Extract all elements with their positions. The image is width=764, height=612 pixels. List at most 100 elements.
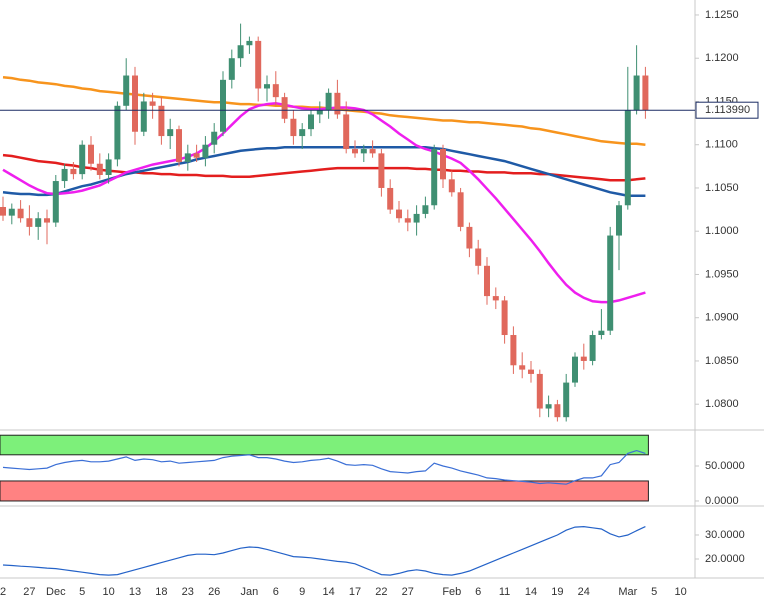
x-tick-label: 27	[402, 586, 414, 598]
candle-body	[88, 144, 94, 164]
y-tick-label: 1.1000	[705, 225, 739, 237]
candle-body	[484, 265, 490, 297]
candle-body	[343, 114, 350, 150]
candle-body	[264, 84, 270, 89]
x-tick-label: Mar	[618, 586, 637, 598]
candle-body	[519, 365, 526, 370]
candle-body	[299, 129, 306, 137]
x-tick-label: 6	[475, 586, 481, 598]
candle-body	[0, 206, 6, 216]
indicator-line	[2, 101, 646, 304]
x-tick-label: 10	[102, 586, 114, 598]
candle-body	[193, 153, 200, 158]
candle-body	[475, 248, 482, 266]
y-tick-label: 1.0850	[705, 355, 739, 367]
candle-body	[396, 209, 402, 219]
candle-body	[140, 101, 147, 132]
candle-body	[431, 149, 438, 206]
candle-body	[334, 92, 341, 115]
candle-body	[633, 75, 640, 111]
indicator-line	[2, 449, 646, 485]
y-tick-label: 20.0000	[705, 553, 745, 565]
x-tick-label: Jan	[241, 586, 259, 598]
x-tick-label: 11	[499, 586, 510, 598]
candle-body	[624, 110, 631, 206]
candle-body	[369, 149, 376, 154]
x-tick-label: 13	[129, 586, 141, 598]
candle-body	[325, 92, 332, 111]
candle-body	[466, 226, 473, 249]
y-tick-label: 1.0950	[705, 268, 739, 280]
candle-body	[176, 129, 182, 163]
x-tick-label: 14	[322, 586, 334, 598]
x-tick-label: 14	[525, 586, 537, 598]
candle-body	[272, 84, 279, 98]
candle-body	[255, 40, 262, 89]
candle-body	[404, 218, 411, 223]
candle-body	[202, 144, 209, 158]
candle-body	[26, 218, 33, 227]
y-tick-label: 1.0800	[705, 398, 739, 410]
candle-body	[132, 75, 138, 132]
candle-body	[563, 382, 570, 418]
candle-body	[589, 335, 596, 361]
band	[0, 480, 649, 502]
candle-body	[290, 118, 297, 137]
x-tick-label: 22	[375, 586, 387, 598]
x-tick-label: 5	[79, 586, 85, 598]
candle-body	[281, 97, 288, 119]
candle-body	[457, 192, 464, 227]
indicator-line	[2, 525, 646, 576]
y-tick-label: 1.1250	[705, 9, 739, 21]
candle-body	[61, 168, 68, 182]
candle-body	[448, 179, 455, 193]
candle-body	[572, 356, 578, 383]
x-tick-label: Dec	[46, 586, 66, 598]
candle-body	[387, 187, 394, 210]
candle-body	[598, 330, 605, 336]
candle-body	[528, 369, 534, 374]
candle-body	[184, 153, 191, 163]
y-tick-label: 1.1200	[705, 52, 739, 64]
band	[0, 434, 649, 456]
candle-body	[35, 218, 42, 227]
x-tick-label: 6	[273, 586, 279, 598]
x-tick-label: 24	[578, 586, 590, 598]
candle-body	[440, 149, 446, 180]
candle-body	[158, 105, 165, 137]
x-tick-label: 9	[299, 586, 305, 598]
candle-body	[237, 45, 244, 59]
candle-body	[167, 129, 174, 137]
candle-body	[642, 75, 649, 111]
x-tick-label: 26	[208, 586, 220, 598]
candle-body	[220, 79, 226, 132]
candle-body	[308, 114, 314, 130]
y-tick-label: 30.0000	[705, 529, 745, 541]
y-tick-label: 50.0000	[705, 460, 745, 472]
candle-body	[422, 205, 429, 214]
x-tick-label: 17	[349, 586, 361, 598]
candle-body	[378, 153, 385, 188]
current-price-label: 1.113990	[705, 104, 750, 116]
candle-body	[501, 300, 508, 336]
candle-body	[105, 159, 112, 175]
y-tick-label: 1.0900	[705, 312, 739, 324]
candle-body	[352, 149, 358, 154]
candle-body	[123, 75, 130, 106]
y-tick-label: 0.0000	[705, 495, 739, 507]
candle-body	[607, 235, 614, 331]
y-tick-label: 1.1050	[705, 182, 739, 194]
candle-body	[616, 205, 622, 236]
candle-body	[580, 356, 587, 361]
candle-body	[70, 168, 77, 175]
y-tick-label: 1.1100	[705, 139, 738, 151]
candle-body	[8, 208, 15, 216]
candle-body	[211, 131, 218, 145]
indicator-line	[2, 146, 646, 197]
x-tick-label: 19	[551, 586, 563, 598]
x-tick-label: 10	[674, 586, 686, 598]
candle-body	[114, 105, 121, 160]
candle-body	[44, 218, 50, 223]
x-tick-label: 18	[155, 586, 167, 598]
